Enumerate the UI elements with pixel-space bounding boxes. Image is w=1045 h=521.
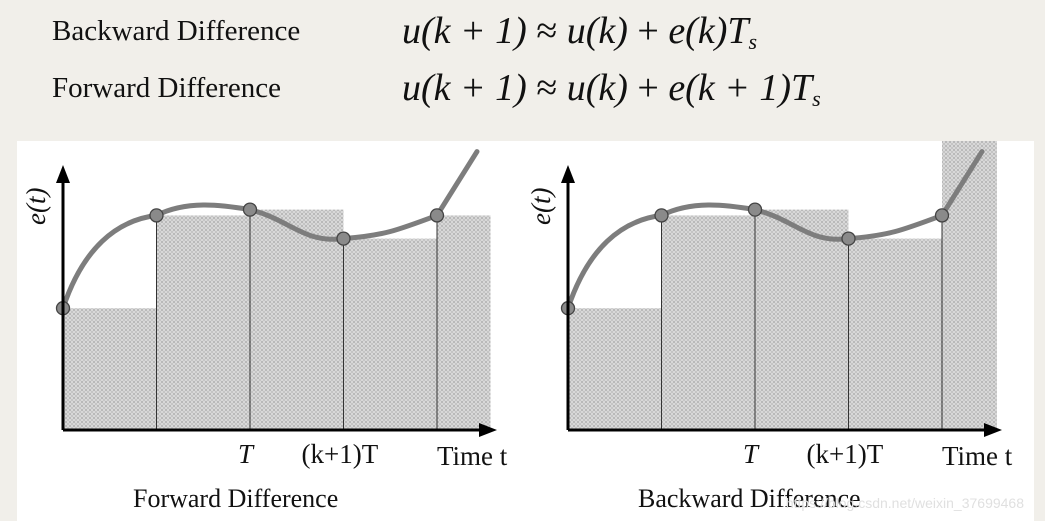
formula-backward: Backward Difference u(k + 1) ≈ u(k) + e(… [0,7,1045,57]
plus-symbol: + [637,67,659,109]
x-axis-arrow [984,423,1002,437]
formula-lhs: u(k + 1) [402,10,527,52]
formula-label: Forward Difference [52,72,281,104]
tick-label: T [743,439,760,469]
y-axis-label: e(t) [21,188,51,225]
formula-math: u(k + 1) ≈ u(k) + e(k)Ts [402,9,757,55]
formula-term: e(k)T [668,10,749,52]
integration-rect [156,215,250,430]
integration-rect [250,209,344,430]
integration-rect [63,308,157,430]
integration-rect [848,238,942,430]
diagram-panel: e(t) T (k+1)T Time t Forward Difference e(t) T… [17,141,1034,521]
tick-label: (k+1)T [302,439,379,469]
diagram-caption: Forward Difference [133,484,338,513]
diagram-caption: Backward Difference [638,484,861,513]
integration-diagrams: e(t) T (k+1)T Time t Forward Difference e(t) T… [21,141,1013,513]
sample-point [747,202,763,217]
formula-lhs: u(k + 1) [402,67,527,109]
x-axis-label: Time t [942,441,1013,471]
formula-term: e(k + 1)T [668,67,813,109]
sample-point [336,231,351,246]
formula-forward: Forward Difference u(k + 1) ≈ u(k) + e(k… [0,64,1045,114]
x-axis-arrow [479,423,497,437]
plus-symbol: + [637,10,659,52]
formula-label: Backward Difference [52,15,301,47]
integration-rect [437,215,491,430]
approx-symbol: ≈ [536,10,558,52]
y-axis-label: e(t) [526,188,556,225]
tick-label: T [238,439,255,469]
formula-term: u(k) [566,67,628,109]
x-axis-label: Time t [437,441,508,471]
watermark: https://blog.csdn.net/weixin_37699468 [785,495,1024,511]
sample-point [149,208,164,223]
y-axis-arrow [561,165,575,183]
sample-point [841,231,856,246]
approx-symbol: ≈ [536,67,558,109]
integration-rect [942,141,997,430]
integration-rect [755,209,849,430]
formula-term: u(k) [566,10,628,52]
formula-subscript: s [748,29,758,54]
sample-point [934,208,950,223]
formula-subscript: s [812,86,821,111]
integration-rect [568,308,662,430]
sample-point [242,202,258,217]
integration-rect [343,238,437,430]
formula-math: u(k + 1) ≈ u(k) + e(k + 1)Ts [402,66,821,112]
tick-label: (k+1)T [807,439,884,469]
y-axis-arrow [56,165,70,183]
sample-point [654,208,669,223]
sample-point [429,208,445,223]
integration-rect [661,215,755,430]
